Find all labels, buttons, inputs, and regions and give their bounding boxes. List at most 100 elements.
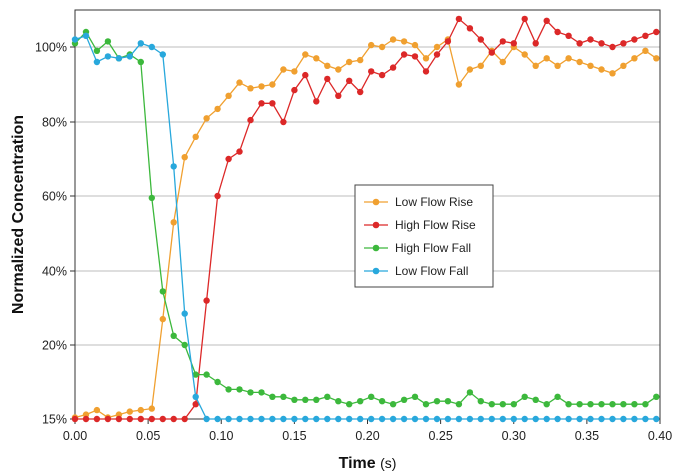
data-point-low-flow-fall: [444, 415, 452, 423]
data-point-low-flow-rise: [609, 70, 616, 77]
data-point-high-flow-rise: [82, 415, 90, 423]
data-point-low-flow-rise: [642, 47, 649, 54]
data-point-high-flow-fall: [378, 398, 386, 405]
data-point-low-flow-fall: [378, 415, 386, 423]
data-point-high-flow-rise: [357, 88, 364, 96]
data-point-low-flow-fall: [565, 415, 572, 423]
data-point-high-flow-fall: [521, 393, 528, 400]
data-point-low-flow-fall: [653, 415, 660, 423]
data-point-low-flow-fall: [115, 55, 123, 62]
data-point-high-flow-rise: [225, 155, 232, 163]
x-tick-label: 0.15: [282, 429, 306, 443]
x-tick-label: 0.35: [575, 429, 599, 443]
series-low-flow-rise: [71, 36, 660, 421]
data-point-high-flow-fall: [411, 393, 419, 400]
data-point-low-flow-fall: [137, 40, 144, 47]
data-point-low-flow-rise: [576, 58, 583, 66]
data-point-high-flow-rise: [653, 28, 660, 36]
data-point-high-flow-rise: [499, 38, 506, 45]
data-point-low-flow-rise: [477, 62, 484, 69]
data-point-low-flow-fall: [543, 415, 550, 423]
data-point-high-flow-fall: [455, 401, 463, 408]
data-point-high-flow-rise: [137, 415, 144, 423]
data-point-high-flow-rise: [192, 401, 199, 408]
data-point-high-flow-rise: [488, 49, 495, 56]
data-point-low-flow-fall: [346, 415, 353, 423]
data-point-high-flow-rise: [642, 32, 649, 39]
data-point-high-flow-rise: [378, 71, 386, 79]
data-point-low-flow-rise: [554, 62, 561, 69]
data-point-high-flow-rise: [368, 68, 375, 75]
data-point-high-flow-rise: [477, 36, 484, 43]
data-point-high-flow-fall: [269, 393, 276, 400]
data-point-high-flow-rise: [93, 415, 101, 423]
data-point-low-flow-rise: [280, 66, 287, 73]
data-point-low-flow-rise: [170, 219, 177, 226]
data-point-high-flow-fall: [576, 401, 583, 408]
data-point-high-flow-fall: [598, 401, 605, 408]
data-point-low-flow-rise: [181, 154, 188, 161]
series-high-flow-rise: [71, 15, 660, 423]
data-point-low-flow-rise: [411, 41, 419, 49]
data-point-low-flow-fall: [357, 415, 364, 423]
data-point-low-flow-fall: [587, 415, 594, 423]
legend-label-high-flow-fall: High Flow Fall: [395, 241, 471, 255]
data-point-low-flow-rise: [203, 115, 210, 122]
data-point-high-flow-fall: [148, 194, 155, 202]
data-point-high-flow-rise: [631, 36, 638, 43]
data-point-low-flow-rise: [346, 58, 353, 66]
data-point-low-flow-rise: [631, 55, 638, 62]
legend-label-high-flow-rise: High Flow Rise: [395, 218, 476, 232]
data-point-high-flow-rise: [565, 32, 572, 39]
data-point-low-flow-rise: [236, 79, 243, 86]
data-point-high-flow-rise: [422, 68, 430, 75]
data-point-high-flow-rise: [455, 15, 463, 23]
x-axis-title-unit: (s): [380, 455, 396, 471]
data-point-high-flow-fall: [137, 58, 144, 66]
data-point-low-flow-fall: [477, 415, 484, 423]
data-point-high-flow-fall: [181, 341, 188, 349]
data-point-high-flow-rise: [543, 17, 550, 24]
x-tick-label: 0.20: [355, 429, 379, 443]
data-point-low-flow-rise: [313, 55, 320, 62]
data-point-low-flow-fall: [466, 415, 474, 423]
legend-label-low-flow-rise: Low Flow Rise: [395, 195, 473, 209]
data-point-high-flow-fall: [631, 401, 638, 408]
data-point-low-flow-rise: [115, 411, 123, 418]
data-point-high-flow-fall: [488, 401, 495, 408]
x-axis-title-main: Time: [339, 455, 376, 472]
data-point-high-flow-rise: [466, 25, 474, 32]
data-point-low-flow-fall: [389, 415, 397, 423]
data-point-low-flow-rise: [269, 81, 276, 88]
data-point-low-flow-rise: [466, 66, 474, 73]
data-point-high-flow-rise: [291, 86, 298, 94]
data-point-low-flow-fall: [126, 53, 133, 60]
data-point-high-flow-rise: [104, 415, 112, 423]
data-point-low-flow-fall: [291, 415, 298, 423]
data-point-low-flow-rise: [159, 315, 166, 323]
data-point-low-flow-rise: [291, 68, 298, 75]
data-point-low-flow-fall: [368, 415, 375, 423]
data-point-low-flow-fall: [225, 415, 232, 423]
data-point-high-flow-fall: [642, 401, 649, 408]
data-point-high-flow-fall: [532, 396, 539, 403]
data-point-low-flow-fall: [411, 415, 419, 423]
data-point-high-flow-rise: [389, 64, 397, 71]
data-point-high-flow-rise: [400, 51, 408, 58]
data-point-high-flow-fall: [422, 401, 430, 408]
y-tick-label: 40%: [42, 265, 67, 279]
data-point-low-flow-rise: [247, 85, 254, 92]
data-point-high-flow-fall: [587, 401, 594, 408]
data-point-high-flow-fall: [203, 371, 210, 378]
data-point-low-flow-rise: [499, 58, 506, 66]
series-low-flow-fall: [71, 32, 660, 423]
data-point-low-flow-fall: [104, 53, 112, 60]
data-point-high-flow-fall: [444, 398, 452, 405]
data-point-high-flow-rise: [170, 415, 177, 423]
x-tick-label: 0.00: [63, 429, 87, 443]
data-point-high-flow-rise: [236, 148, 243, 155]
data-point-low-flow-fall: [192, 393, 199, 400]
data-point-low-flow-fall: [247, 415, 254, 423]
data-point-high-flow-fall: [433, 398, 441, 405]
data-point-low-flow-fall: [521, 415, 528, 423]
